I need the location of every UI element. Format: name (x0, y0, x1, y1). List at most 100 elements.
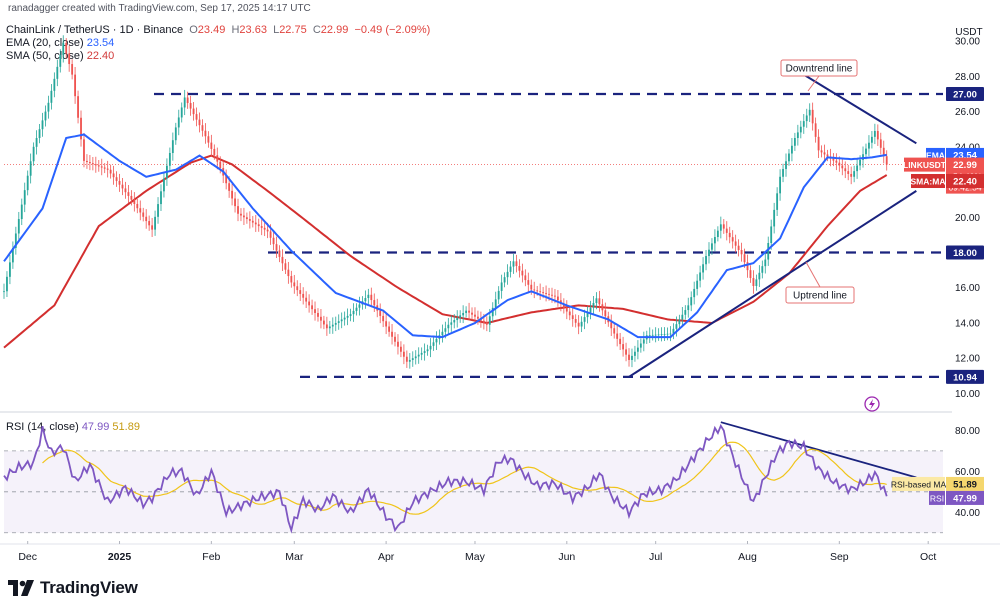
candle-body (163, 178, 165, 192)
tradingview-logo-icon (8, 580, 34, 596)
candle-body (370, 294, 373, 301)
candle-body (183, 97, 186, 108)
candle-body (133, 199, 136, 204)
candle-body (737, 245, 740, 250)
candle-body (340, 319, 343, 322)
candle-body (610, 322, 613, 329)
time-tick: Aug (738, 551, 757, 563)
candle-body (168, 152, 171, 166)
candle-body (317, 312, 319, 317)
candle-body (74, 74, 77, 97)
tradingview-logo[interactable]: TradingView (8, 578, 138, 598)
candle-body (752, 278, 755, 286)
candle-body (776, 193, 779, 210)
candle-body (471, 312, 473, 315)
candle-body (337, 321, 340, 323)
candle-body (346, 315, 349, 318)
candle-body (530, 284, 533, 290)
candle-body (325, 324, 328, 329)
candle-body (77, 96, 79, 118)
candle-body (160, 191, 162, 205)
candle-body (106, 168, 109, 170)
rsi-ma-value-tag (946, 476, 984, 491)
candle-body (811, 109, 814, 124)
sma-value-tag (946, 174, 984, 189)
candle-body (391, 331, 393, 337)
candle-body (441, 331, 444, 336)
candle-body (847, 171, 850, 174)
candle-body (761, 266, 764, 273)
candle-body (47, 102, 50, 112)
sma-legend[interactable]: SMA (50, close) 22.40 (6, 50, 114, 62)
candle-body (210, 142, 213, 149)
candle-body (3, 291, 5, 293)
time-tick: Jun (558, 551, 575, 563)
candle-body (450, 322, 453, 325)
ema-legend[interactable]: EMA (20, close) 23.54 (6, 37, 114, 49)
sma-value: 22.40 (86, 50, 115, 62)
open-label: O (189, 24, 198, 36)
rsi-tick: 60.00 (955, 467, 980, 478)
ema-20-path (3, 133, 887, 339)
sma-name-tag-text: SMA:MA (911, 177, 946, 187)
symbol-legend[interactable]: ChainLink / TetherUS · 1D · Binance O23.… (6, 24, 430, 36)
candle-body (142, 212, 145, 217)
candle-body (554, 295, 556, 297)
candle-body (485, 322, 488, 325)
rsi-band-fill (4, 450, 943, 533)
candle-body (20, 204, 23, 220)
candle-body (115, 177, 118, 181)
rsi-tick: 80.00 (955, 426, 980, 437)
price-tick: 14.00 (955, 318, 980, 329)
candle-body (619, 338, 622, 345)
candle-body (690, 297, 693, 306)
price-tick: 30.00 (955, 37, 980, 48)
rsi-name-tag-text: RSI (930, 493, 944, 503)
candle-body (601, 304, 604, 311)
trendline (628, 190, 917, 378)
candle-body (130, 195, 133, 200)
candle-body (838, 162, 841, 166)
ema-label: EMA (20, close) (6, 37, 84, 49)
candle-body (124, 188, 127, 193)
candle-body (296, 286, 299, 291)
candle-body (862, 154, 864, 160)
candle-body (474, 314, 476, 317)
candle-body (53, 78, 56, 91)
candle-body (669, 333, 672, 335)
candle-body (38, 129, 41, 139)
candles (3, 35, 888, 369)
candle-body (853, 171, 856, 177)
candle-body (509, 266, 512, 272)
candle-body (154, 216, 156, 230)
candle-body (423, 351, 426, 353)
candle-body (44, 111, 47, 121)
candle-body (417, 354, 420, 357)
close-value: 22.99 (320, 24, 349, 36)
candle-body (248, 219, 251, 221)
candle-body (850, 173, 853, 177)
candle-body (565, 307, 568, 312)
candle-body (699, 272, 702, 281)
candle-body (100, 166, 103, 168)
candle-body (9, 262, 11, 277)
candle-body (139, 208, 142, 213)
candle-body (186, 97, 189, 104)
candle-body (35, 138, 38, 147)
candle-body (542, 292, 545, 294)
candle-body (625, 349, 627, 355)
candle-body (97, 165, 100, 167)
change-value: −0.49 (−2.09%) (354, 24, 431, 36)
candle-body (622, 344, 625, 350)
candle-body (14, 233, 17, 248)
candle-body (6, 276, 8, 292)
candle-body (731, 237, 734, 242)
candle-body (734, 241, 737, 246)
rsi-ma-path (42, 441, 887, 515)
candle-body (666, 333, 669, 335)
low-label: L (273, 24, 280, 36)
rsi-legend[interactable]: RSI (14, close) 47.99 51.89 (6, 421, 140, 433)
candle-body (580, 321, 583, 327)
candle-body (758, 272, 761, 280)
